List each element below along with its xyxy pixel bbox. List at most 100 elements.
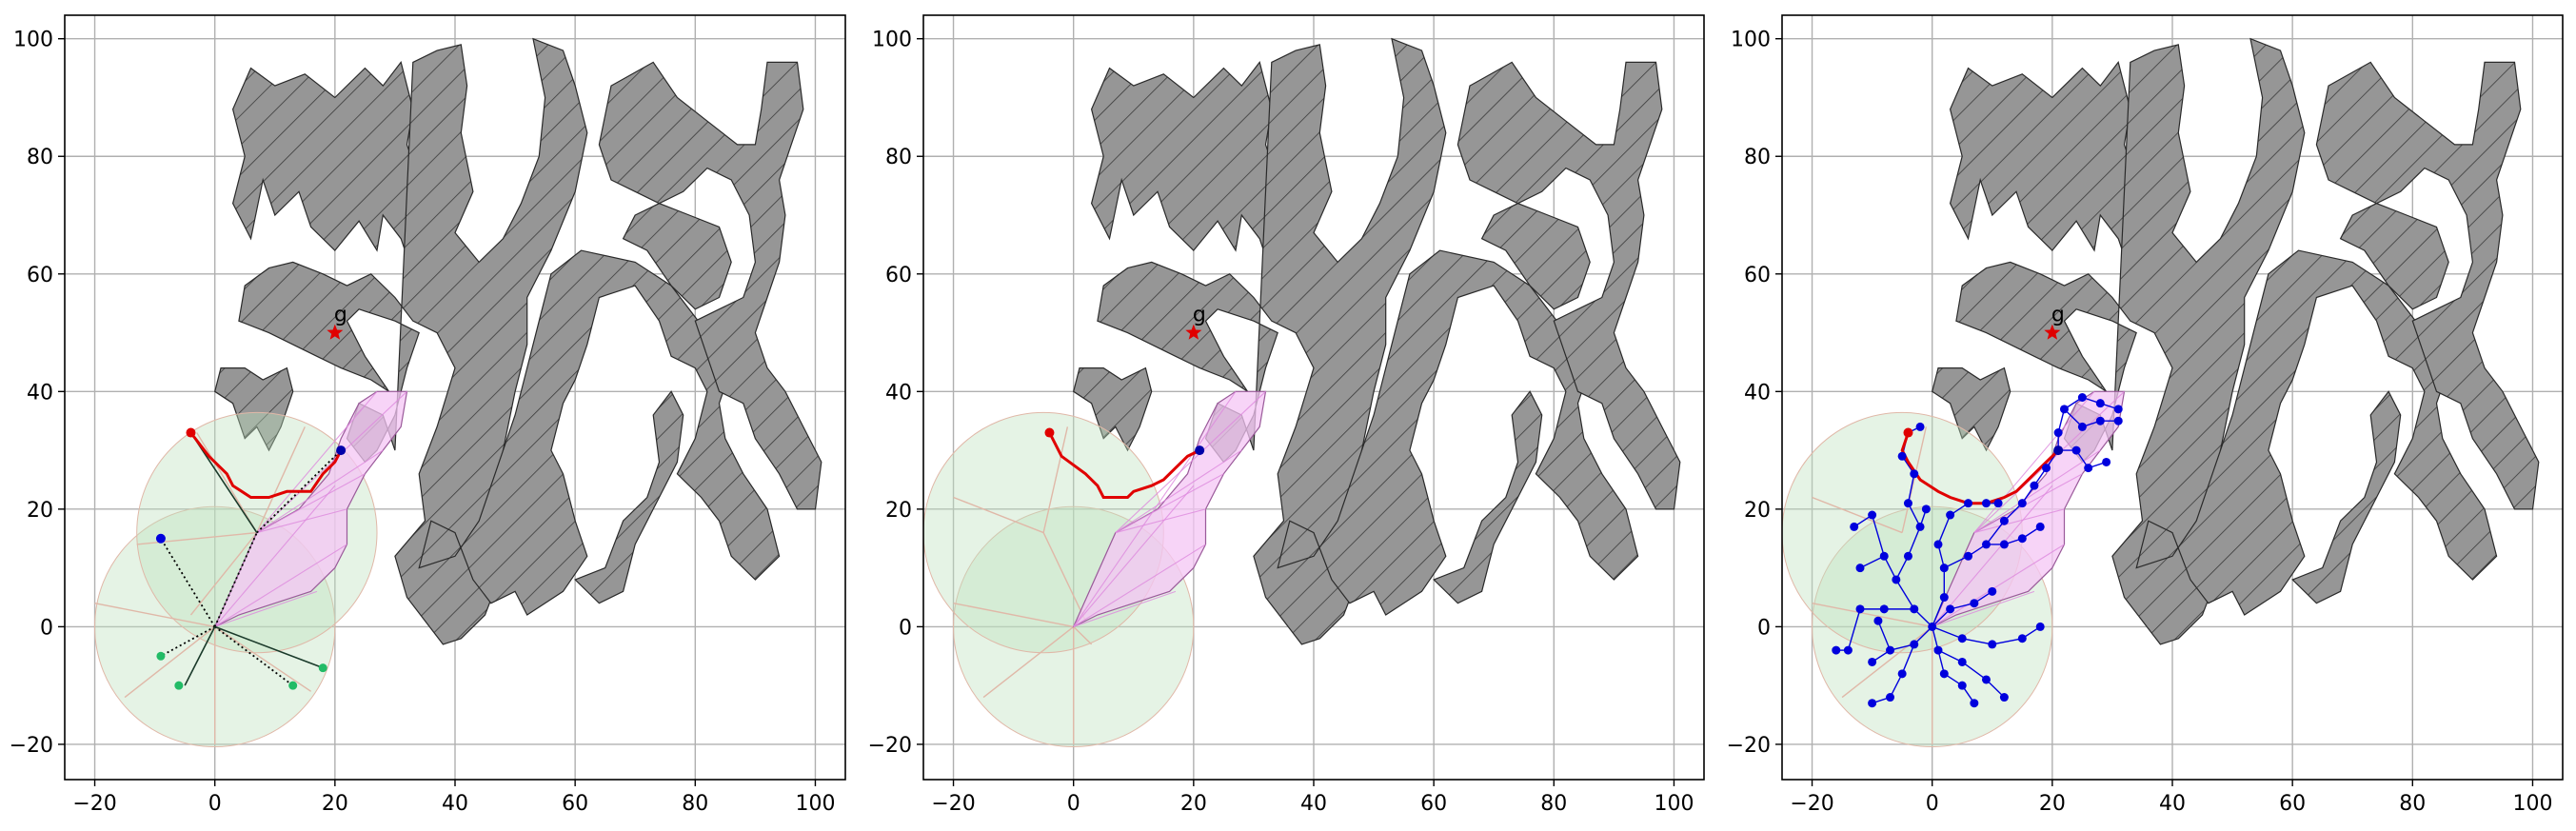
- tree-node: [1988, 586, 1997, 596]
- goal-label: g: [1193, 304, 1206, 327]
- tree-node: [1933, 645, 1943, 655]
- tree-node: [1903, 499, 1912, 508]
- tree-edge: [1985, 520, 2005, 545]
- visibility-ray: [1073, 590, 1177, 627]
- target-point: [318, 663, 327, 673]
- tree-edge: [1895, 579, 1915, 610]
- tree-node: [1999, 540, 2009, 549]
- x-tick-label: −20: [931, 792, 975, 816]
- tree-node: [1939, 564, 1949, 573]
- visibility-ray: [214, 485, 336, 627]
- chart-panel-right: g −20 0 20 40 60 80 100 −20 0 20 40 60 80 100: [1727, 14, 2564, 816]
- obstacle: [1097, 37, 1447, 645]
- tree-node: [2113, 405, 2123, 414]
- y-tick-label: 0: [40, 616, 53, 640]
- visibility-ray: [1115, 449, 1242, 534]
- tree-node: [1910, 640, 1919, 649]
- visibility-polygon: [213, 390, 408, 628]
- goal-marker: [327, 324, 344, 340]
- visibility-ray: [1973, 508, 2065, 534]
- obstacle: [622, 203, 732, 310]
- plot-area: [923, 37, 1681, 748]
- obstacle: [1480, 203, 1591, 310]
- dotted-link: [213, 532, 258, 627]
- tree-node: [2017, 499, 2027, 508]
- y-tick-label: 100: [872, 29, 912, 52]
- visibility-ray: [1115, 390, 1266, 533]
- tree-node: [2077, 393, 2087, 402]
- tree-edge: [1859, 555, 1885, 569]
- y-tick-label: 60: [885, 264, 912, 287]
- x-tick-label: 60: [1420, 792, 1447, 816]
- tree-edge: [1871, 514, 1885, 557]
- x-tick-label: 40: [2159, 792, 2186, 816]
- obstacle: [2339, 203, 2449, 310]
- tree-edge: [1895, 555, 1910, 581]
- path-end-point: [336, 445, 347, 456]
- path-start-point: [186, 427, 196, 438]
- sensor-ray: [196, 432, 258, 533]
- sensor-ray: [189, 532, 258, 616]
- x-tick-label: 100: [1654, 792, 1694, 816]
- y-tick-label: 0: [1757, 616, 1771, 640]
- obstacle: [1277, 249, 1639, 616]
- y-tick-label: −20: [10, 734, 53, 758]
- tree-node: [2042, 464, 2051, 473]
- tree-node: [1939, 669, 1949, 679]
- planned-path: [1048, 431, 1200, 499]
- x-tick-label: 0: [1926, 792, 1939, 816]
- target-point: [288, 681, 298, 690]
- tree-node: [2113, 416, 2123, 425]
- y-tick-label: 40: [1744, 381, 1771, 405]
- x-tick-label: 80: [1540, 792, 1567, 816]
- tree-node: [1915, 522, 1925, 531]
- x-tick-label: 20: [2039, 792, 2066, 816]
- path-end-point: [2053, 445, 2064, 456]
- tree-node: [1999, 693, 2009, 702]
- planned-path: [1900, 432, 2060, 505]
- x-tick-label: 60: [2279, 792, 2306, 816]
- tree-edge: [1937, 649, 1963, 663]
- tree-node: [1921, 505, 1931, 514]
- tree-node: [1910, 604, 1919, 614]
- y-tick-label: 80: [1744, 146, 1771, 169]
- visibility-ray: [256, 390, 378, 533]
- visibility-ray: [1973, 473, 2083, 534]
- obstacle: [2291, 390, 2402, 604]
- tree-node: [1886, 693, 1895, 702]
- tree-node: [1970, 699, 1979, 708]
- sensor-ray: [136, 531, 257, 545]
- target-point: [156, 651, 166, 661]
- y-tick-label: 40: [27, 381, 53, 405]
- tree-node: [1957, 657, 1967, 666]
- tree-node: [1970, 599, 1979, 608]
- visibility-ray: [1973, 449, 2101, 534]
- tree-edge: [1847, 608, 1861, 651]
- y-tick-label: 80: [27, 146, 53, 169]
- goal-label: g: [2051, 304, 2065, 327]
- visibility-ray: [1115, 508, 1206, 534]
- y-tick-label: 40: [885, 381, 912, 405]
- tree-node: [1886, 645, 1895, 655]
- visibility-polygon: [1072, 390, 1267, 628]
- tree-edge: [1901, 643, 1915, 675]
- y-tick-label: 20: [27, 499, 53, 523]
- obstacle: [598, 61, 822, 510]
- tree-node: [2071, 445, 2081, 455]
- sensor-ray: [1073, 625, 1093, 645]
- tree-node: [2035, 522, 2045, 531]
- tree-node: [1879, 551, 1889, 561]
- tree-node: [1897, 451, 1907, 461]
- tree-node: [2035, 622, 2045, 631]
- tree-node: [1910, 469, 1919, 479]
- x-tick-label: 0: [208, 792, 222, 816]
- tree-node: [1957, 634, 1967, 643]
- tree-edge: [1883, 555, 1897, 581]
- obstacle: [214, 366, 294, 452]
- sensor-ray: [1042, 532, 1086, 622]
- tree-edge: [1932, 625, 1963, 640]
- tree-node: [1903, 551, 1912, 561]
- tree-node: [1915, 422, 1925, 431]
- x-tick-label: −20: [1790, 792, 1833, 816]
- y-tick-label: 80: [885, 146, 912, 169]
